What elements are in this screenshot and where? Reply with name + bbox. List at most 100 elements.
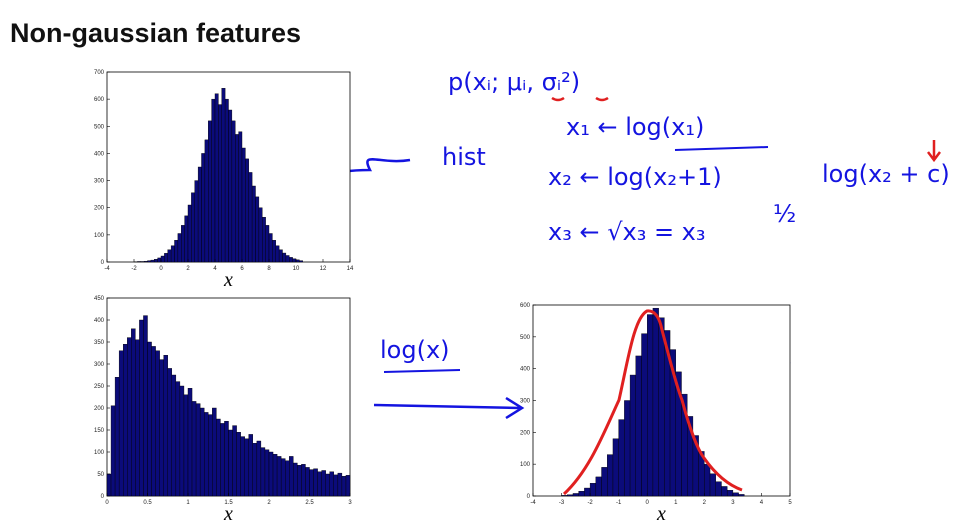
slide-title: Non-gaussian features — [10, 18, 301, 48]
bar — [260, 447, 266, 497]
bar — [164, 253, 168, 263]
y-tick-label: 700 — [94, 70, 105, 76]
bar — [228, 109, 233, 263]
bar — [167, 368, 173, 497]
bar — [325, 473, 330, 497]
underline — [674, 146, 769, 151]
y-tick-label: 500 — [94, 124, 105, 130]
annotations: p(xᵢ; μᵢ, σᵢ²) hist x₁ ← log(x₁) x₂ ← lo… — [212, 68, 950, 420]
x-tick-label: -2 — [587, 500, 593, 506]
bar — [595, 476, 602, 497]
bar — [110, 405, 116, 497]
bar — [231, 120, 236, 263]
bar — [721, 486, 728, 497]
bar — [567, 494, 574, 497]
bar — [301, 464, 306, 497]
x-tick-label: -2 — [131, 266, 137, 272]
bar — [218, 104, 222, 263]
underline — [383, 369, 461, 373]
bar — [309, 469, 314, 497]
bar — [624, 400, 631, 497]
y-tick-label: 500 — [520, 335, 531, 341]
bar — [191, 401, 197, 497]
bar — [122, 344, 128, 497]
bar — [709, 473, 716, 497]
bar — [181, 225, 185, 263]
handwritten-log-x: log(x) — [380, 336, 450, 364]
bar — [658, 317, 665, 497]
bar — [154, 259, 158, 263]
bar — [268, 233, 273, 263]
bar — [179, 385, 185, 497]
x-tick-label: 14 — [347, 266, 354, 272]
bar — [187, 204, 192, 263]
bar — [160, 255, 165, 263]
bar — [228, 429, 233, 497]
bar — [635, 355, 642, 497]
x-tick-label: 2 — [186, 266, 190, 272]
y-tick-label: 200 — [520, 430, 531, 436]
x-tick-label: 8 — [267, 266, 271, 272]
bar — [278, 249, 283, 263]
bar — [201, 153, 206, 263]
bar — [641, 333, 648, 497]
y-tick-label: 400 — [94, 318, 105, 324]
bar — [262, 217, 266, 263]
x-tick-label: 10 — [293, 266, 300, 272]
bar — [618, 419, 625, 497]
x-tick-label: 3 — [348, 500, 352, 506]
y-tick-label: 100 — [520, 462, 531, 468]
bar — [265, 225, 270, 263]
bar — [329, 471, 334, 497]
bar — [127, 337, 132, 497]
y-tick-label: 200 — [94, 206, 105, 212]
bar — [232, 425, 237, 497]
y-tick-label: 0 — [101, 260, 105, 266]
y-tick-label: 300 — [520, 399, 531, 405]
y-tick-label: 150 — [94, 428, 105, 434]
x-tick-label: 0 — [646, 500, 650, 506]
bar — [114, 377, 120, 497]
y-tick-label: 300 — [94, 362, 105, 368]
x-tick-label: 0.5 — [143, 500, 152, 506]
bar — [194, 180, 199, 263]
bar — [135, 339, 140, 497]
bar — [187, 388, 193, 497]
bar — [647, 314, 654, 497]
bar — [197, 166, 202, 263]
bar — [285, 460, 290, 497]
histogram-chart: 0 0.5 1 1.5 2 2.5 3 0 50 100 150 200 250 300 350 400 450… — [94, 296, 352, 524]
bar — [305, 467, 310, 497]
x-tick-label: -4 — [530, 500, 536, 506]
bar — [297, 465, 302, 497]
bar — [313, 468, 318, 497]
bar — [333, 474, 339, 497]
bar — [295, 259, 300, 263]
bar — [272, 454, 278, 497]
bar — [184, 215, 189, 263]
x-tick-label: 12 — [320, 266, 327, 272]
bar — [704, 463, 711, 497]
bar — [629, 374, 636, 497]
y-tick-label: 100 — [94, 233, 105, 239]
x-axis-label: x — [656, 503, 666, 524]
bar — [345, 475, 351, 497]
bar — [589, 483, 597, 497]
bar — [256, 440, 262, 497]
bar — [248, 172, 253, 263]
bar — [151, 346, 156, 497]
handwritten-hist: hist — [442, 143, 486, 171]
x-axis-label: x — [223, 269, 233, 291]
bar — [341, 476, 347, 497]
x-tick-label: 0 — [159, 266, 163, 272]
bar — [175, 381, 181, 497]
bar — [272, 240, 276, 263]
bar — [321, 470, 326, 497]
bar — [208, 120, 212, 263]
x-tick-label: 4 — [213, 266, 217, 272]
bar — [726, 490, 734, 497]
bar — [258, 207, 263, 263]
bar — [607, 454, 614, 497]
handwritten-half: ½ — [773, 200, 796, 228]
